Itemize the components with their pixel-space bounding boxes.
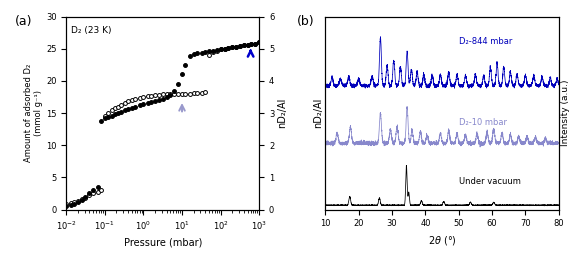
Y-axis label: Amount of adsorbed D₂
(mmol g⁻¹): Amount of adsorbed D₂ (mmol g⁻¹) <box>24 64 43 162</box>
X-axis label: Pressure (mbar): Pressure (mbar) <box>123 237 202 247</box>
Text: D₂-10 mbar: D₂-10 mbar <box>458 118 507 127</box>
X-axis label: $2\theta$ (°): $2\theta$ (°) <box>427 234 457 247</box>
Y-axis label: Intensity (a.u.): Intensity (a.u.) <box>562 80 570 146</box>
Text: D₂-844 mbar: D₂-844 mbar <box>458 37 512 46</box>
Text: (a): (a) <box>14 15 32 28</box>
Y-axis label: nD₂/Al: nD₂/Al <box>277 98 287 128</box>
Y-axis label: nD₂/Al: nD₂/Al <box>313 98 323 128</box>
Text: D₂ (23 K): D₂ (23 K) <box>71 26 111 35</box>
Text: Under vacuum: Under vacuum <box>458 177 521 186</box>
Text: (b): (b) <box>297 15 314 28</box>
